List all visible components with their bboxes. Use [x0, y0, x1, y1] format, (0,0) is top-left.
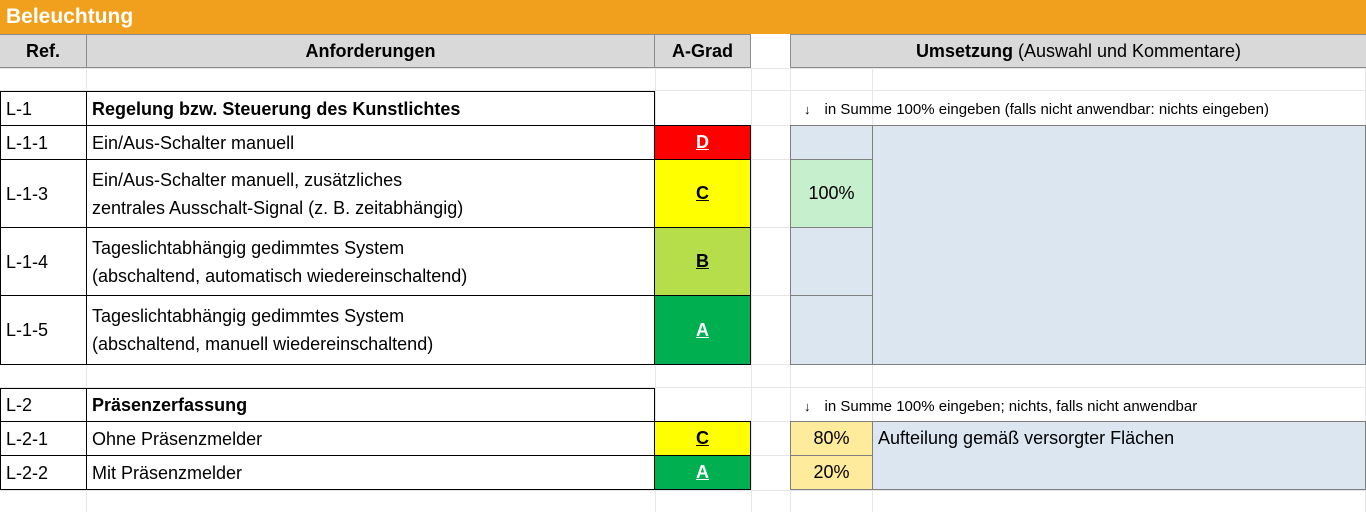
comment-field-l2[interactable]: Aufteilung gemäß versorgter Flächen: [872, 421, 1366, 490]
percent-input[interactable]: 100%: [790, 159, 873, 228]
group-note-text-l1: in Summe 100% eingeben (falls nicht anwe…: [824, 100, 1269, 118]
percent-input[interactable]: 80%: [790, 421, 873, 456]
row-requirement: Tageslichtabhängig gedimmtes System (abs…: [86, 227, 655, 296]
grade-badge[interactable]: A: [654, 455, 751, 490]
group-title-l1: Regelung bzw. Steuerung des Kunstlichtes: [86, 91, 655, 126]
down-arrow-icon: ↓: [804, 101, 811, 117]
header-implementation: Umsetzung (Auswahl und Kommentare): [790, 34, 1366, 68]
row-requirement: Ein/Aus-Schalter manuell, zusätzliches z…: [86, 159, 655, 228]
grade-badge[interactable]: A: [654, 295, 751, 365]
header-implementation-bold: Umsetzung: [915, 40, 1013, 61]
percent-input[interactable]: 20%: [790, 455, 873, 490]
percent-input[interactable]: [790, 125, 873, 160]
row-ref: L-2-1: [0, 421, 87, 456]
row-ref: L-1-3: [0, 159, 87, 228]
grade-badge[interactable]: D: [654, 125, 751, 160]
group-note-l2: ↓ in Summe 100% eingeben; nichts, falls …: [804, 390, 1197, 422]
group-note-l1: ↓ in Summe 100% eingeben (falls nicht an…: [804, 93, 1269, 125]
grade-badge[interactable]: C: [654, 421, 751, 456]
row-requirement: Ein/Aus-Schalter manuell: [86, 125, 655, 160]
row-ref: L-1-1: [0, 125, 87, 160]
row-requirement: Mit Präsenzmelder: [86, 455, 655, 490]
header-ref: Ref.: [0, 34, 87, 68]
header-requirements: Anforderungen: [87, 34, 655, 68]
grade-badge[interactable]: B: [654, 227, 751, 296]
group-note-text-l2: in Summe 100% eingeben; nichts, falls ni…: [824, 397, 1198, 415]
percent-input[interactable]: [790, 295, 873, 365]
down-arrow-icon: ↓: [804, 398, 811, 414]
header-implementation-rest: (Auswahl und Kommentare): [1012, 40, 1242, 61]
comment-field-l1[interactable]: [872, 125, 1366, 365]
row-requirement: Tageslichtabhängig gedimmtes System (abs…: [86, 295, 655, 365]
row-ref: L-1-4: [0, 227, 87, 296]
percent-input[interactable]: [790, 227, 873, 296]
row-requirement: Ohne Präsenzmelder: [86, 421, 655, 456]
section-title-bar: Beleuchtung: [0, 0, 1366, 34]
group-ref-l1: L-1: [0, 91, 87, 126]
row-ref: L-1-5: [0, 295, 87, 365]
section-title: Beleuchtung: [6, 5, 134, 28]
group-title-l2: Präsenzerfassung: [86, 388, 655, 422]
grade-badge[interactable]: C: [654, 159, 751, 228]
header-grade: A-Grad: [655, 34, 751, 68]
row-ref: L-2-2: [0, 455, 87, 490]
group-ref-l2: L-2: [0, 388, 87, 422]
